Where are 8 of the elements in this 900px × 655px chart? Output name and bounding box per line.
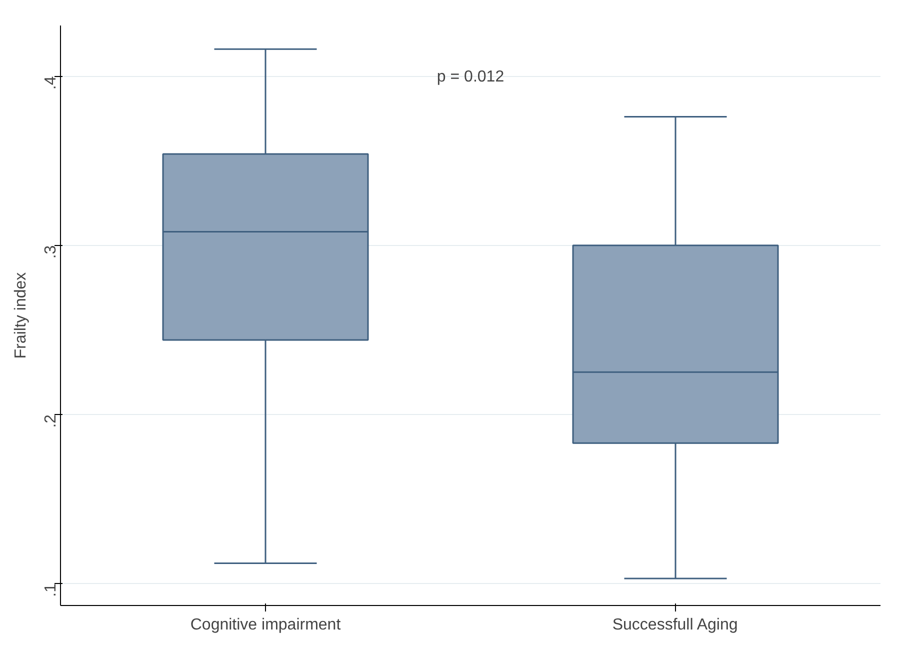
y-tick-label: .4: [42, 76, 60, 90]
y-tick-label: .1: [42, 583, 60, 597]
x-tick-label: Successfull Aging: [612, 616, 738, 634]
annotation: p = 0.012: [436, 68, 504, 86]
y-tick-label: .2: [42, 414, 60, 428]
y-axis-title: Frailty index: [12, 272, 30, 359]
y-tick-label: .3: [42, 245, 60, 259]
x-tick-label: Cognitive impairment: [190, 616, 342, 634]
